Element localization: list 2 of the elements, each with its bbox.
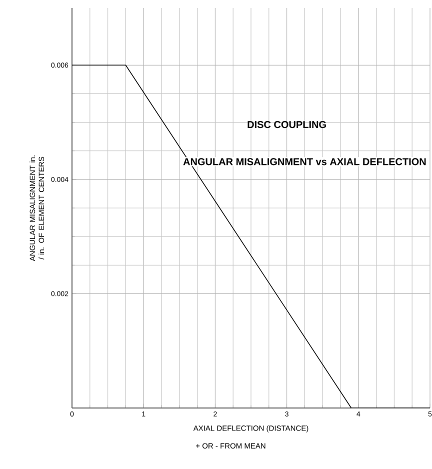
text: ANGULAR MISALIGNMENT vs AXIAL DEFLECTION: [183, 158, 426, 166]
text: DISC COUPLING: [248, 121, 326, 128]
